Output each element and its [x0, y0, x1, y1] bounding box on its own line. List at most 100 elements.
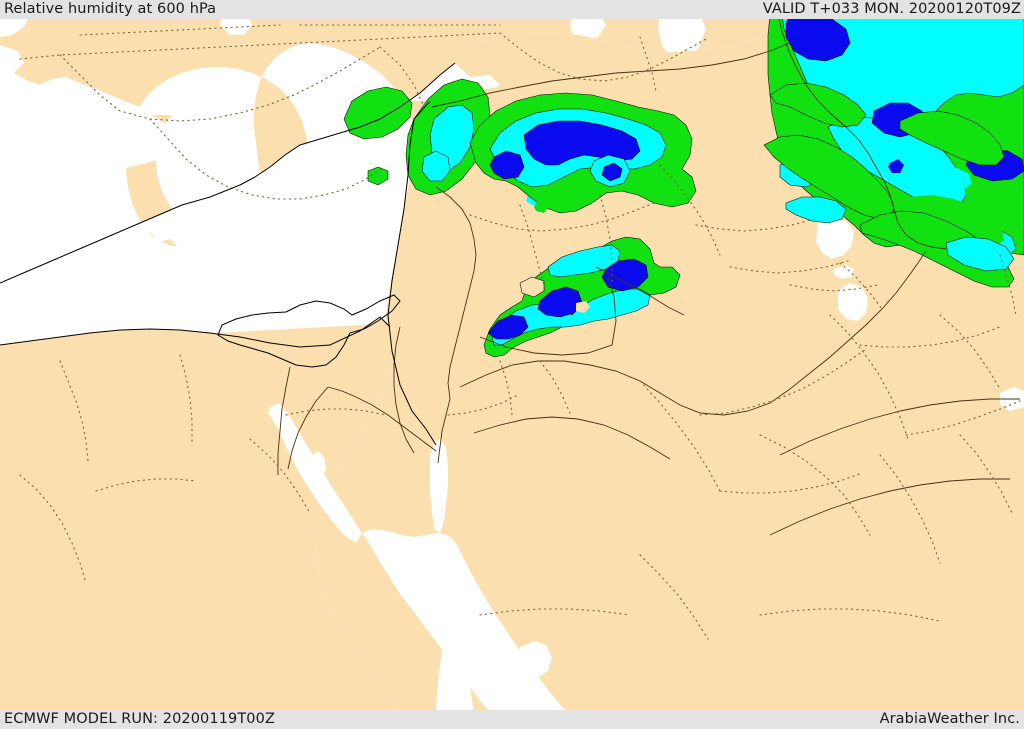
coast-levant [387, 100, 437, 446]
admin-turkey-1 [19, 32, 501, 60]
rh-edge-blue-cs-east [601, 258, 649, 292]
rh-edge-blue-cs-west [487, 314, 529, 340]
rh-edge-central-syria [483, 236, 681, 358]
rh-green-isolated-patch [368, 167, 388, 185]
sea-notch-top-d [220, 15, 252, 35]
border-egypt-israel [327, 386, 437, 452]
sea-levant-coast [0, 43, 426, 415]
admin-gulf-1 [839, 262, 883, 310]
admin-sinai-1 [447, 394, 519, 416]
admin-jordan-1 [499, 360, 513, 416]
sea-small-lake-a [268, 403, 284, 417]
border-egypt-libya [277, 366, 291, 475]
admin-saudi-4 [829, 314, 909, 440]
rh-feature-northeast [763, 15, 1024, 288]
admin-iraq-3 [729, 260, 849, 274]
border-turkey-syria [431, 42, 791, 108]
admin-saudi-5 [859, 326, 1001, 348]
sea-saudi-coast-notch [518, 641, 552, 677]
rh-edge-cyan-satellite-eye [589, 154, 631, 188]
admin-south-2 [639, 554, 709, 640]
rh-edge-isolated-patch [367, 166, 389, 186]
rh-cyan-ne-pocket-b [786, 197, 846, 223]
brand-label: ArabiaWeather Inc. [879, 711, 1020, 727]
border-syria-iraq [595, 266, 685, 316]
rh-feature-north-mesopotamia [469, 92, 697, 214]
model-run-label: ECMWF MODEL RUN: 20200119T00Z [4, 711, 275, 727]
rh-green-ne-strip-a [770, 83, 866, 127]
rh-edge-cyan-ne-pocket-b [785, 196, 847, 224]
sea-nile-channel [312, 451, 326, 477]
admin-south-1 [479, 608, 631, 616]
rh-edge-blue-nm-west [489, 150, 525, 180]
map-svg [0, 15, 1024, 712]
red-sea-group [268, 403, 568, 712]
admin-egypt-6 [249, 438, 311, 514]
admin-saudi-1 [639, 380, 721, 492]
border-group [19, 15, 1021, 640]
rh-cyan-central-syria-band [492, 289, 650, 345]
header-bar: Relative humidity at 600 hPa VALID T+033… [0, 0, 1024, 19]
border-iran-iraq [777, 15, 947, 250]
admin-turkey-3 [149, 118, 385, 200]
border-israel-jordan [437, 398, 451, 464]
border-jordan-saudi [459, 360, 771, 416]
admin-east-3 [999, 254, 1017, 316]
admin-syria-2 [519, 204, 547, 294]
sea-red-sea [362, 529, 568, 712]
border-saudi-egypt-sea [473, 416, 671, 460]
admin-turkey-2 [59, 46, 381, 122]
land-northeast-africa [0, 317, 400, 712]
admin-turkey-6 [639, 36, 657, 92]
admin-saudi-3 [759, 434, 871, 536]
rh-edge-cyan-ne-lower-eye [945, 236, 1015, 272]
admin-egypt-2 [59, 360, 89, 462]
sea-island-qeshm [816, 217, 854, 259]
rh-blue-satellite-eye [602, 163, 622, 181]
valid-time-label: VALID T+033 MON. 20200120T09Z [762, 1, 1021, 17]
border-iraq-saudi [769, 250, 927, 404]
rh-edge-green-ne-strip-a [769, 82, 867, 128]
rh-blue-ne-dot [888, 159, 904, 173]
admin-east-1 [939, 314, 1001, 390]
rh-blue-northeast-top [786, 15, 850, 61]
rh-edge-green-ne-strip-b [899, 110, 1005, 166]
admin-turkey-4 [379, 46, 425, 108]
rh-edge-cyan-north-mesopotamia [489, 108, 667, 188]
rh-blue-central-syria-east [602, 259, 648, 291]
rh-hole-central-syria [520, 277, 544, 297]
border-se-diagonal [779, 398, 1020, 456]
sea-blacksea-notch [0, 15, 30, 37]
admin-north-1 [79, 24, 281, 36]
rh-blue-north-mesopotamia-west [490, 151, 524, 179]
border-egypt-sudan [287, 386, 329, 470]
coast-cyprus [217, 294, 401, 368]
rh-cyan-central-syria-north [548, 245, 620, 277]
admin-egypt-5 [285, 408, 387, 416]
admin-egypt-3 [95, 478, 197, 492]
sea-island-bahrain [838, 283, 868, 321]
admin-syria-1 [469, 202, 655, 232]
admin-gulf-2 [789, 284, 879, 292]
coastline-group [0, 62, 456, 446]
admin-egypt-4 [19, 474, 87, 584]
rh-edge-hole-central-syria [519, 276, 545, 298]
footer-bar: ECMWF MODEL RUN: 20200119T00Z ArabiaWeat… [0, 710, 1024, 729]
sea-island-small [834, 265, 854, 279]
rh-edge-north-mesopotamia [469, 92, 697, 214]
rh-green-ne-strip-d [890, 195, 1004, 247]
rh-edge-hatay-core [429, 104, 475, 172]
rh-green-ne-strip-c [764, 135, 894, 219]
coast-anatolia-south [0, 62, 456, 284]
rh-feature-central-syria [483, 236, 681, 358]
coast-africa-north [0, 316, 391, 348]
sea-gulf-of-suez [268, 407, 362, 543]
admin-iraq-2 [695, 218, 815, 232]
rh-cyan-ne-lower-eye [946, 237, 1014, 271]
rh-feature-se-turkey-coastal [343, 78, 546, 205]
rh-edge-green-ne-lower [859, 210, 1015, 288]
map-canvas[interactable] [0, 15, 1024, 712]
admin-south-3 [759, 608, 941, 622]
admin-turkey-5 [499, 32, 707, 82]
